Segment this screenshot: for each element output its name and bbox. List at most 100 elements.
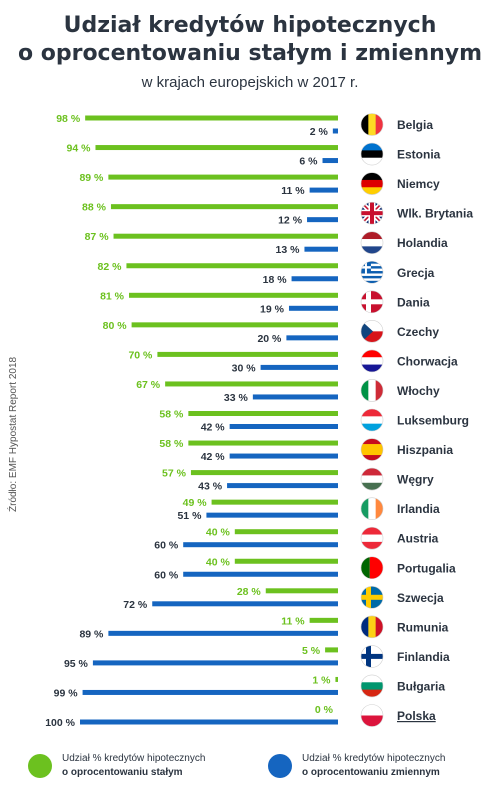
austria-flag-outline: [360, 526, 384, 550]
netherlands-flag: [361, 231, 383, 254]
label-fixed-20: 0 %: [315, 704, 334, 716]
label-fixed-7: 80 %: [103, 320, 128, 332]
legend-fixed-label: Udział % kredytów hipotecznych o oprocen…: [62, 753, 206, 778]
bar-variable-15: [183, 571, 338, 577]
bar-fixed-19: [335, 676, 338, 682]
poland-flag: [361, 704, 383, 727]
bar-fixed-9: [165, 381, 338, 387]
estonia-flag-outline: [360, 142, 384, 166]
bar-variable-18: [92, 660, 339, 666]
label-fixed-3: 88 %: [82, 202, 107, 214]
label-fixed-0: 98 %: [56, 113, 81, 125]
country-label-7: Czechy: [397, 325, 439, 339]
italy-flag-outline: [360, 379, 384, 402]
bulgaria-flag-outline: [360, 674, 384, 698]
label-variable-1: 6 %: [299, 156, 318, 168]
bar-variable-9: [252, 394, 338, 400]
label-fixed-16: 28 %: [237, 586, 262, 598]
bar-variable-19: [82, 689, 338, 695]
label-fixed-17: 11 %: [281, 615, 305, 627]
label-variable-20: 100 %: [45, 717, 75, 729]
label-variable-16: 72 %: [123, 599, 148, 611]
country-label-9: Włochy: [397, 384, 440, 398]
label-variable-8: 30 %: [232, 362, 257, 374]
denmark-flag-outline: [360, 290, 384, 314]
label-fixed-19: 1 %: [312, 674, 331, 686]
country-label-14: Austria: [397, 532, 439, 546]
country-label-18: Finlandia: [397, 650, 450, 664]
label-variable-4: 13 %: [276, 244, 301, 256]
czechia-flag-outline: [360, 320, 384, 343]
ireland-flag: [361, 497, 383, 520]
ireland-flag-outline: [360, 497, 384, 520]
luxembourg-flag: [361, 409, 383, 431]
czechia-flag: [361, 320, 383, 343]
bar-fixed-3: [110, 204, 339, 210]
title-line-2: o oprocentowaniu stałym i zmiennym: [17, 41, 483, 66]
label-variable-13: 51 %: [177, 510, 202, 522]
uk-flag: [361, 202, 383, 225]
label-fixed-18: 5 %: [302, 645, 321, 657]
bar-variable-6: [288, 305, 338, 311]
bar-fixed-11: [188, 440, 338, 446]
country-label-6: Dania: [397, 295, 430, 309]
country-label-12: Węgry: [397, 473, 434, 487]
label-variable-18: 95 %: [64, 658, 89, 670]
label-variable-17: 89 %: [79, 628, 104, 640]
country-label-2: Niemcy: [397, 177, 440, 191]
spain-flag: [361, 438, 383, 461]
country-label-10: Luksemburg: [397, 414, 469, 428]
label-variable-5: 18 %: [263, 274, 288, 286]
label-variable-2: 11 %: [281, 185, 305, 197]
label-variable-7: 20 %: [257, 333, 282, 345]
label-fixed-15: 40 %: [206, 556, 231, 568]
germany-flag-outline: [360, 172, 384, 195]
bar-fixed-5: [126, 263, 338, 269]
netherlands-flag-outline: [360, 231, 384, 254]
country-label-5: Grecja: [397, 266, 435, 280]
country-label-4: Holandia: [397, 236, 448, 250]
bar-variable-20: [80, 719, 338, 725]
bar-fixed-4: [113, 233, 338, 239]
germany-flag: [361, 172, 383, 195]
bar-fixed-8: [157, 351, 338, 357]
bar-variable-4: [304, 246, 338, 252]
country-label-8: Chorwacja: [397, 354, 458, 368]
legend-variable-swatch: [268, 754, 292, 778]
bar-variable-0: [332, 128, 338, 134]
estonia-flag: [361, 143, 383, 166]
bar-variable-7: [286, 335, 338, 341]
belgium-flag: [361, 113, 383, 136]
romania-flag-outline: [360, 615, 384, 639]
luxembourg-flag-outline: [360, 408, 384, 432]
bar-fixed-16: [265, 588, 338, 594]
austria-flag: [361, 527, 383, 550]
bar-fixed-6: [129, 292, 338, 298]
label-fixed-13: 49 %: [183, 497, 208, 509]
label-variable-0: 2 %: [310, 126, 329, 138]
greece-flag-outline: [360, 260, 384, 284]
italy-flag: [361, 379, 383, 402]
country-label-17: Rumunia: [397, 620, 449, 634]
bar-variable-10: [229, 424, 338, 429]
chart-title: Udział kredytów hipotecznych o oprocento…: [0, 12, 500, 68]
greece-flag: [361, 261, 383, 284]
bar-fixed-12: [190, 470, 338, 476]
portugal-flag: [361, 556, 383, 579]
bar-variable-17: [108, 630, 338, 636]
bar-variable-12: [227, 483, 338, 489]
belgium-flag-outline: [360, 113, 384, 136]
label-fixed-1: 94 %: [67, 143, 92, 155]
portugal-flag-outline: [360, 556, 384, 580]
country-label-1: Estonia: [397, 148, 441, 162]
bar-fixed-10: [188, 411, 338, 416]
title-line-1: Udział kredytów hipotecznych: [63, 13, 437, 38]
croatia-flag: [361, 349, 383, 372]
label-fixed-4: 87 %: [85, 231, 110, 243]
label-fixed-5: 82 %: [98, 261, 123, 273]
label-fixed-6: 81 %: [100, 290, 125, 302]
finland-flag-outline: [360, 645, 384, 668]
uk-flag-outline: [360, 201, 384, 225]
bar-fixed-0: [85, 115, 338, 121]
label-fixed-12: 57 %: [162, 468, 187, 480]
